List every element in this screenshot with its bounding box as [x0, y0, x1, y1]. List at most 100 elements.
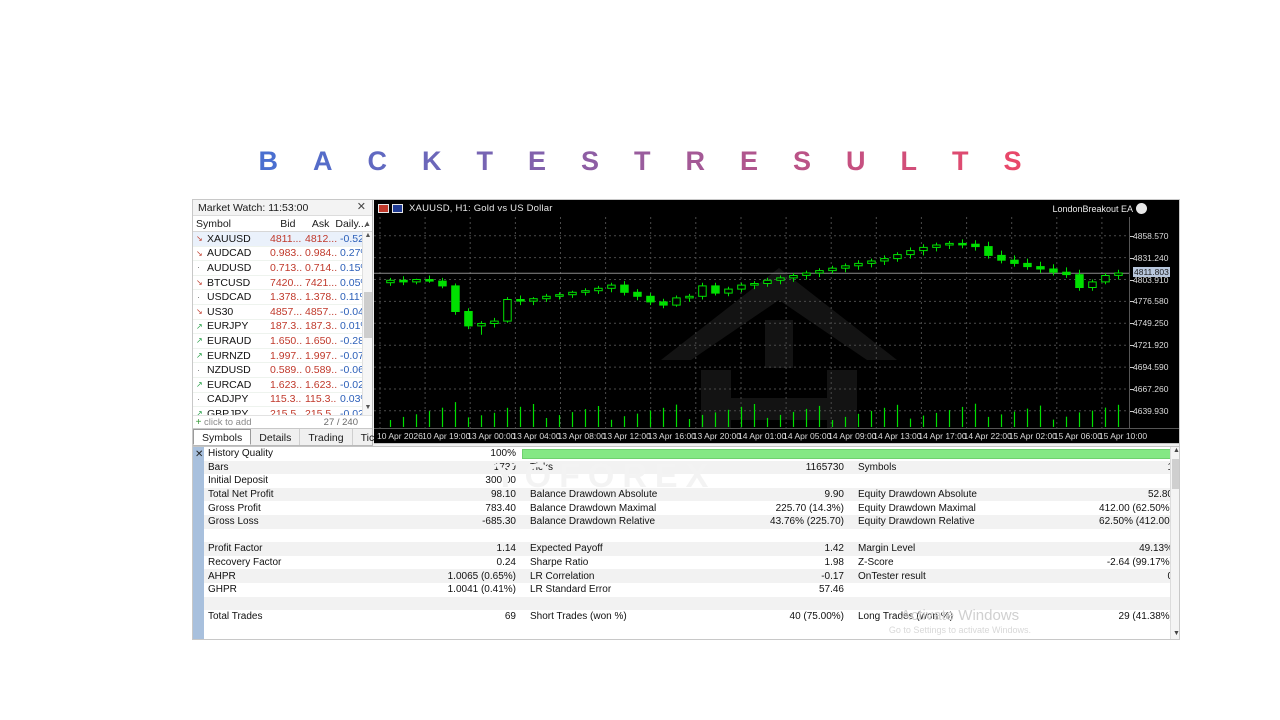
daily-change: 0.05% [340, 276, 367, 289]
scroll-up-icon[interactable]: ▲ [364, 232, 372, 239]
trend-arrow-icon: · [197, 263, 200, 273]
daily-change: 0.03% [340, 393, 367, 406]
time-axis[interactable]: 10 Apr 2026 10 Apr 19:00 13 Apr 00:00 13 Ap… [374, 428, 1179, 443]
trend-arrow-icon: ↗ [196, 380, 203, 390]
market-watch-tab-details[interactable]: Details [251, 429, 301, 445]
title-letter: U [846, 146, 866, 176]
scroll-down-icon[interactable]: ▼ [1173, 630, 1180, 637]
time-axis-label: 10 Apr 19:00 [422, 431, 471, 441]
ask-price: 115.3... [305, 393, 337, 406]
metric-label: Balance Drawdown Relative [530, 516, 656, 528]
market-watch-row[interactable]: · USDCAD 1.378... 1.378... 0.11% [193, 290, 372, 305]
market-watch-row[interactable]: ↗ EURJPY 187.3... 187.3... 0.01% [193, 320, 372, 335]
market-watch-tab-symbols[interactable]: Symbols [193, 429, 252, 445]
column-header-bid[interactable]: Bid [280, 217, 296, 230]
symbol-name: EURAUD [207, 334, 252, 347]
strategy-tester-panel: ✕ Strategy Tester YOFOREX History Qualit… [193, 446, 1180, 639]
daily-change: -0.04% [340, 305, 367, 318]
trend-arrow-icon: ↗ [196, 351, 203, 361]
metric-value: 1.0065 (0.65%) [447, 570, 516, 582]
title-letter: K [421, 146, 442, 176]
daily-change: -0.28% [340, 334, 367, 347]
time-axis-label: 14 Apr 05:00 [783, 431, 832, 441]
price-axis-label: 4776.580 [1133, 296, 1169, 307]
daily-change: 0.15% [340, 261, 367, 274]
results-scrollbar[interactable]: ▲ ▼ [1170, 447, 1180, 639]
chart-title: XAUUSD, H1: Gold vs US Dollar [409, 203, 553, 214]
time-axis-label: 15 Apr 02:00 [1008, 431, 1057, 441]
bid-price: 115.3... [270, 393, 302, 406]
market-watch-row[interactable]: · AUDUSD 0.713... 0.714... 0.15% [193, 261, 372, 276]
daily-change: -0.02% [340, 378, 367, 391]
price-chart[interactable]: XAUUSD, H1: Gold vs US Dollar LondonBrea… [374, 200, 1179, 443]
column-header-symbol[interactable]: Symbol [196, 217, 232, 230]
symbol-name: EURCAD [207, 378, 252, 391]
bid-price: 0.589... [270, 364, 302, 377]
ask-price: 1.378... [305, 291, 337, 304]
metric-label: Balance Drawdown Absolute [530, 489, 658, 501]
title-letter: E [527, 146, 546, 176]
trend-arrow-icon: ↘ [196, 307, 203, 317]
symbol-name: EURJPY [207, 320, 249, 333]
ask-price: 7421... [305, 276, 337, 289]
title-letter: B [258, 146, 278, 176]
market-watch-rows: ↘ XAUUSD 4811....4812....-0.52% ↘ AUDCAD 0.98… [193, 232, 372, 415]
column-header-ask[interactable]: Ask [311, 217, 330, 230]
symbol-count: 27 / 240 [323, 416, 358, 428]
metric-label: GHPR [208, 584, 237, 596]
time-axis-label: 13 Apr 12:00 [602, 431, 651, 441]
price-axis-tick [1130, 323, 1134, 325]
price-axis-tick [1130, 367, 1134, 369]
bid-price: 215.5... [270, 407, 302, 415]
daily-change: -0.52% [340, 232, 367, 245]
bid-price: 0.983... [270, 247, 302, 260]
price-axis[interactable]: 4858.570 4831.240 4803.910 4776.580 4749.250… [1129, 217, 1179, 428]
metric-value: 0.24 [496, 557, 516, 569]
scroll-down-icon[interactable]: ▼ [364, 404, 372, 411]
price-axis-label: 4858.570 [1133, 230, 1169, 241]
market-watch-row[interactable]: ↘ AUDCAD 0.983... 0.984... 0.27% [193, 247, 372, 262]
results-row [204, 529, 1179, 543]
symbol-name: US30 [207, 305, 234, 318]
daily-change: -0.07% [340, 349, 367, 362]
trend-arrow-icon: ↘ [196, 248, 203, 258]
scrollbar-thumb[interactable] [364, 292, 372, 338]
price-axis-tick [1130, 279, 1134, 281]
results-row: Recovery Factor 0.24 Sharpe Ratio 1.98 Z-Sco… [204, 556, 1179, 570]
daily-change: 0.01% [340, 320, 367, 333]
metric-label: LR Correlation [530, 570, 595, 582]
market-watch-row[interactable]: ↘ BTCUSD 7420... 7421... 0.05% [193, 276, 372, 291]
symbol-name: USDCAD [207, 291, 252, 304]
metric-value: 783.40 [485, 502, 516, 514]
market-watch-row[interactable]: ↘ XAUUSD 4811....4812....-0.52% [193, 232, 372, 247]
close-icon[interactable]: ✕ [195, 449, 204, 460]
market-watch-tab-trading[interactable]: Trading [300, 429, 353, 445]
market-watch-scrollbar[interactable]: ▲ ▼ [362, 232, 372, 415]
scrollbar-thumb[interactable] [1172, 459, 1179, 489]
scroll-up-icon[interactable]: ▲ [1173, 447, 1180, 454]
chart-header: XAUUSD, H1: Gold vs US Dollar [374, 200, 1179, 217]
ask-price: 0.589... [305, 364, 337, 377]
close-icon[interactable]: ✕ [356, 201, 366, 213]
time-axis-label: 15 Apr 06:00 [1053, 431, 1103, 441]
price-axis-tick [1130, 301, 1134, 303]
chevron-up-icon[interactable]: ▲ [363, 219, 372, 228]
column-header-daily[interactable]: Daily... [335, 217, 367, 230]
bid-price: 0.713... [270, 261, 302, 274]
market-watch-titlebar: Market Watch: 11:53:00 ✕ [193, 200, 372, 216]
metric-value: 52.80 [1147, 489, 1173, 501]
ea-smiley-icon [1136, 203, 1147, 214]
market-watch-row[interactable]: · CADJPY 115.3... 115.3... 0.03% [193, 393, 372, 408]
bid-price: 4811.... [270, 232, 302, 245]
ea-name-label: LondonBreakout EA [1052, 204, 1133, 214]
market-watch-add-row[interactable]: + click to add 27 / 240 [193, 415, 372, 428]
results-row: Gross Loss -685.30 Balance Drawdown Relati… [204, 514, 1179, 529]
